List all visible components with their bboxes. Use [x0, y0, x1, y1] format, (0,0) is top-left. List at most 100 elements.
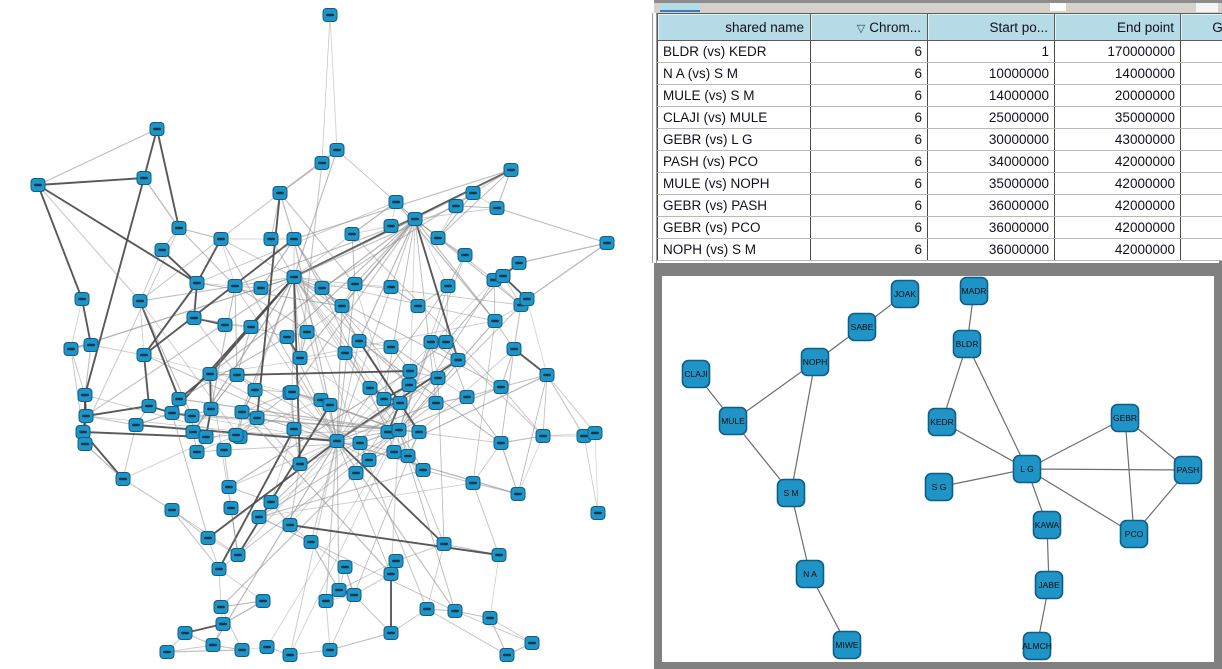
cell-value[interactable]: 25000000: [927, 106, 1055, 129]
network-node[interactable]: [587, 426, 603, 440]
network-node[interactable]: [292, 351, 308, 365]
network-node[interactable]: [400, 449, 416, 463]
network-node[interactable]: [401, 378, 417, 392]
network-node[interactable]: [352, 436, 368, 450]
network-node[interactable]: [322, 8, 338, 22]
network-node[interactable]: [164, 406, 180, 420]
cell-value[interactable]: 14000000: [927, 84, 1055, 107]
network-node[interactable]: [411, 425, 427, 439]
network-node[interactable]: [392, 396, 408, 410]
network-node[interactable]: [154, 243, 170, 257]
network-node[interactable]: [184, 409, 200, 423]
network-node[interactable]: [407, 212, 423, 226]
cell-value[interactable]: 8.4: [1180, 216, 1222, 239]
network-node[interactable]: [599, 236, 615, 250]
network-node[interactable]: [337, 346, 353, 360]
filter-icon[interactable]: ▽: [856, 22, 866, 35]
network-node[interactable]: [539, 368, 555, 382]
cell-value[interactable]: 10.5: [1180, 172, 1222, 195]
main-network-canvas[interactable]: [0, 0, 654, 669]
network-node-PCO[interactable]: PCO: [1119, 519, 1149, 549]
network-node[interactable]: [495, 269, 511, 283]
cell-value[interactable]: 6.6: [1180, 62, 1222, 85]
network-node[interactable]: [286, 422, 302, 436]
network-node[interactable]: [284, 385, 300, 399]
network-node[interactable]: [493, 436, 509, 450]
network-node[interactable]: [223, 501, 239, 515]
network-node-GEBR[interactable]: GEBR: [1110, 403, 1140, 433]
cell-value[interactable]: 6: [810, 62, 928, 85]
cell-value[interactable]: 6: [810, 84, 928, 107]
network-node[interactable]: [200, 531, 216, 545]
network-node[interactable]: [430, 231, 446, 245]
network-node[interactable]: [391, 423, 407, 437]
cell-value[interactable]: 20000000: [1054, 84, 1181, 107]
cell-value[interactable]: 34000000: [927, 150, 1055, 173]
network-node[interactable]: [499, 648, 515, 662]
network-node[interactable]: [136, 171, 152, 185]
cell-value[interactable]: 6: [810, 128, 928, 151]
network-node[interactable]: [292, 457, 308, 471]
cell-value[interactable]: 6: [810, 238, 928, 261]
network-node[interactable]: [489, 201, 505, 215]
cell-value[interactable]: 35000000: [1054, 106, 1181, 129]
table-row[interactable]: MULE (vs) S M614000000200000007.5: [657, 84, 1222, 107]
network-node[interactable]: [337, 560, 353, 574]
network-node-KEDR[interactable]: KEDR: [927, 407, 957, 437]
subnetwork-canvas[interactable]: JOAK MADR SABE BLDR NOPH CLAJI MULE KEDR GEBR L G…: [662, 276, 1214, 662]
network-node[interactable]: [511, 256, 527, 270]
network-node[interactable]: [457, 248, 473, 262]
cell-shared-name[interactable]: MULE (vs) S M: [657, 84, 811, 107]
network-edge-SG-LG[interactable]: [938, 468, 1028, 488]
network-node[interactable]: [388, 554, 404, 568]
network-node[interactable]: [272, 186, 288, 200]
network-node-LG[interactable]: L G: [1012, 454, 1042, 484]
network-node[interactable]: [115, 472, 131, 486]
network-node[interactable]: [63, 342, 79, 356]
network-node[interactable]: [524, 636, 540, 650]
network-node[interactable]: [447, 604, 463, 618]
cell-value[interactable]: 6: [810, 150, 928, 173]
table-row[interactable]: PASH (vs) PCO6340000004200000011.4: [657, 150, 1222, 173]
network-node[interactable]: [318, 594, 334, 608]
cell-value[interactable]: 6: [810, 40, 928, 63]
network-node[interactable]: [303, 535, 319, 549]
network-node[interactable]: [450, 353, 466, 367]
network-node[interactable]: [376, 392, 392, 406]
network-node[interactable]: [347, 277, 363, 291]
cell-value[interactable]: 14000000: [1054, 62, 1181, 85]
network-node[interactable]: [286, 270, 302, 284]
cell-value[interactable]: 192.0: [1180, 40, 1222, 63]
network-node[interactable]: [299, 325, 315, 339]
cell-value[interactable]: 6: [810, 216, 928, 239]
network-node[interactable]: [402, 364, 418, 378]
table-row[interactable]: GEBR (vs) PCO636000000420000008.4: [657, 216, 1222, 239]
network-node[interactable]: [164, 503, 180, 517]
network-node[interactable]: [263, 495, 279, 509]
network-node[interactable]: [510, 487, 526, 501]
network-node[interactable]: [229, 368, 245, 382]
cell-shared-name[interactable]: PASH (vs) PCO: [657, 150, 811, 173]
cell-shared-name[interactable]: GEBR (vs) PCO: [657, 216, 811, 239]
cell-value[interactable]: 10000000: [927, 62, 1055, 85]
network-node[interactable]: [348, 466, 364, 480]
cell-value[interactable]: 6: [810, 106, 928, 129]
cell-value[interactable]: 42000000: [1054, 216, 1181, 239]
network-node[interactable]: [211, 562, 227, 576]
network-node-SM[interactable]: S M: [776, 478, 806, 508]
network-node[interactable]: [383, 340, 399, 354]
network-node[interactable]: [213, 232, 229, 246]
network-node[interactable]: [171, 392, 187, 406]
network-node[interactable]: [198, 430, 214, 444]
network-node[interactable]: [230, 548, 246, 562]
network-node[interactable]: [430, 371, 446, 385]
cell-value[interactable]: 42000000: [1054, 238, 1181, 261]
table-row[interactable]: GEBR (vs) L G6300000004300000016.9: [657, 128, 1222, 151]
network-node[interactable]: [128, 418, 144, 432]
network-node[interactable]: [216, 443, 232, 457]
network-node[interactable]: [331, 583, 347, 597]
network-node[interactable]: [386, 445, 402, 459]
cell-shared-name[interactable]: CLAJI (vs) MULE: [657, 106, 811, 129]
network-node[interactable]: [361, 453, 377, 467]
network-node[interactable]: [189, 276, 205, 290]
